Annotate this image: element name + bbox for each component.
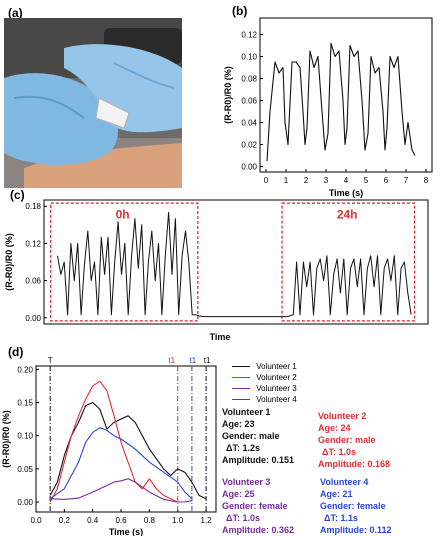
plot-frame <box>259 17 433 173</box>
legend-swatch <box>232 366 250 368</box>
volunteer-3-info: Volunteer 3 Age: 25 Gender: female ΔT: 1… <box>222 477 295 535</box>
vline-label: t1 <box>168 356 175 365</box>
series-line <box>50 478 192 503</box>
chart-b: 0 1 2 3 4 5 6 7 8 0.00 0.02 0.04 0.06 0.08 0.10 0.12 Tim… <box>223 17 433 198</box>
y-tick-label: 0.00 <box>17 498 33 507</box>
panel-label-a: (a) <box>8 6 23 20</box>
y-tick-label: 0.20 <box>17 365 33 374</box>
panel-label-c: (c) <box>10 188 25 202</box>
x-tick-label: 0.8 <box>144 516 156 525</box>
x-tick-label: 8 <box>424 176 429 185</box>
plot-frame <box>35 365 217 513</box>
y-axis-label: (R-R0)/R0 (%) <box>223 66 233 124</box>
legend-d: Volunteer 1 Volunteer 2 Volunteer 3 Volu… <box>232 360 322 414</box>
legend-swatch <box>232 399 250 401</box>
x-tick-label: 7 <box>404 176 409 185</box>
label-0h: 0h <box>116 208 130 222</box>
panel-label-b: (b) <box>232 4 248 18</box>
y-tick-label: 0.05 <box>17 465 33 474</box>
x-tick-label: 1.0 <box>172 516 184 525</box>
plot-frame <box>43 199 429 325</box>
series-line <box>266 42 416 162</box>
volunteer-2-info: Volunteer 2 Age: 24 Gender: male ΔT: 1.0… <box>318 411 391 469</box>
x-axis-label: Time <box>210 332 231 342</box>
y-tick-label: 0.12 <box>241 31 257 40</box>
panel-label-d: (d) <box>8 345 24 359</box>
x-tick-label: 0.6 <box>115 516 127 525</box>
series-line <box>49 380 178 503</box>
box-24h <box>281 202 416 322</box>
box-0h <box>50 202 199 322</box>
y-tick-label: 0.06 <box>241 97 257 106</box>
y-tick-label: 0.10 <box>17 432 33 441</box>
chart-d: 0.0 0.2 0.4 0.6 0.8 1.0 1.2 0.00 0.05 0.10 0.15 0.2… <box>1 356 217 536</box>
x-tick-label: 5 <box>364 176 369 185</box>
x-axis-label: Time (s) <box>329 188 363 198</box>
series-line <box>49 427 193 500</box>
x-tick-label: 0.4 <box>87 516 99 525</box>
x-tick-label: 6 <box>384 176 389 185</box>
y-tick-label: 0.00 <box>241 163 257 172</box>
y-tick-label: 0.10 <box>241 53 257 62</box>
vline-label: T <box>48 356 53 365</box>
y-tick-label: 0.08 <box>241 75 257 84</box>
x-tick-label: 3 <box>324 176 329 185</box>
photo-wrist-sensor <box>4 18 182 188</box>
legend-label: Volunteer 1 <box>256 362 297 371</box>
volunteer-4-info: Volunteer 4 Age: 21 Gender: female ΔT: 1… <box>320 477 392 535</box>
y-tick-label: 0.04 <box>241 119 257 128</box>
label-24h: 24h <box>337 208 358 222</box>
y-tick-label: 0.00 <box>25 314 41 323</box>
x-tick-label: 0 <box>264 176 269 185</box>
legend-item: Volunteer 1 <box>232 362 342 371</box>
y-tick-label: 0.02 <box>241 141 257 150</box>
legend-item: Volunteer 2 <box>232 373 342 382</box>
legend-item: Volunteer 3 <box>232 384 342 393</box>
vline-label: t1 <box>204 356 211 365</box>
y-tick-label: 0.12 <box>25 239 41 248</box>
x-axis-label: Time (s) <box>109 527 143 536</box>
x-tick-label: 0.0 <box>30 516 42 525</box>
y-tick-label: 0.06 <box>25 277 41 286</box>
series-line <box>57 211 412 318</box>
x-tick-label: 4 <box>344 176 349 185</box>
x-tick-label: 1 <box>284 176 289 185</box>
legend-label: Volunteer 3 <box>256 384 297 393</box>
y-axis-label: (R-R0)/R0 (%) <box>4 233 14 291</box>
y-axis-label: (R-R0)/R0 (%) <box>1 410 11 468</box>
chart-c: 0.00 0.06 0.12 0.18 Time (R-R0)/R0 (%) 0h 24h <box>4 199 429 342</box>
x-tick-label: 2 <box>304 176 309 185</box>
legend-item: Volunteer 4 <box>232 395 342 404</box>
legend-swatch <box>232 388 250 390</box>
y-tick-label: 0.15 <box>17 399 33 408</box>
y-tick-label: 0.18 <box>25 202 41 211</box>
series-line <box>49 401 207 500</box>
legend-label: Volunteer 2 <box>256 373 297 382</box>
legend-swatch <box>232 377 250 379</box>
x-tick-label: 1.2 <box>201 516 213 525</box>
volunteer-1-info: Volunteer 1 Age: 23 Gender: male ΔT: 1.2… <box>222 407 295 465</box>
vline-label: t1 <box>190 356 197 365</box>
x-tick-label: 0.2 <box>59 516 71 525</box>
legend-label: Volunteer 4 <box>256 395 297 404</box>
